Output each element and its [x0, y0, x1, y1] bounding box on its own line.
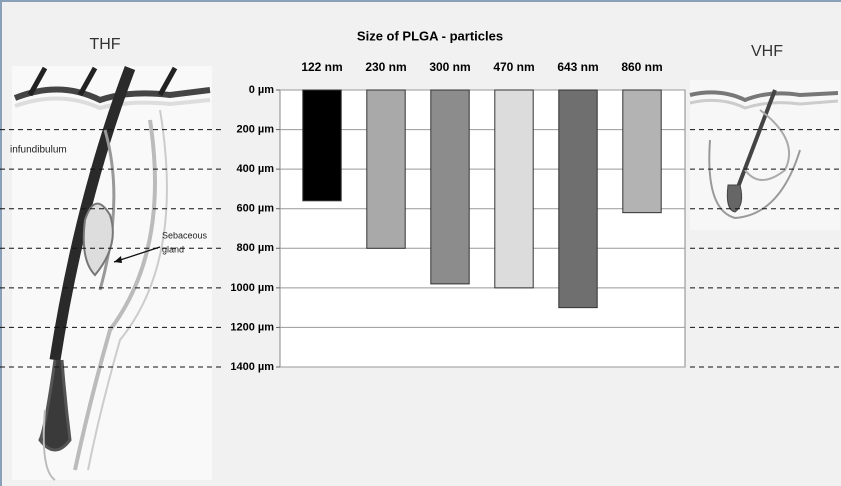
x-tick-label: 122 nm: [301, 60, 342, 74]
y-tick-label: 0 µm: [249, 84, 275, 96]
x-tick-label: 470 nm: [493, 60, 534, 74]
bar: [559, 90, 597, 308]
thf-label: THF: [89, 36, 120, 53]
bar: [623, 90, 661, 213]
y-tick-label: 200 µm: [236, 123, 274, 135]
y-tick-label: 1000 µm: [230, 282, 274, 294]
x-tick-label: 860 nm: [621, 60, 662, 74]
vhf-illustration: [690, 80, 840, 230]
y-tick-label: 1200 µm: [230, 321, 274, 333]
annotation: gland: [162, 244, 184, 254]
chart: Size of PLGA - particles THF VHF infundi…: [0, 0, 841, 486]
bar: [303, 90, 341, 201]
annotation: Sebaceous: [162, 230, 208, 240]
x-tick-label: 643 nm: [557, 60, 598, 74]
bar: [367, 90, 405, 248]
y-tick-label: 400 µm: [236, 163, 274, 175]
vhf-label: VHF: [751, 43, 783, 60]
y-tick-label: 800 µm: [236, 242, 274, 254]
y-tick-label: 1400 µm: [230, 361, 274, 373]
x-tick-label: 300 nm: [429, 60, 470, 74]
thf-illustration: [12, 66, 212, 480]
y-tick-label: 600 µm: [236, 203, 274, 215]
bar: [495, 90, 533, 288]
x-tick-label: 230 nm: [365, 60, 406, 74]
chart-title: Size of PLGA - particles: [357, 28, 503, 43]
annotation: infundibulum: [10, 145, 67, 156]
bar: [431, 90, 469, 284]
